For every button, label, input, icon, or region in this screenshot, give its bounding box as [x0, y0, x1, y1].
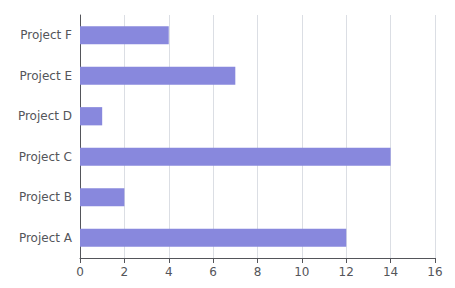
svg-text:Project B: Project B: [19, 190, 72, 204]
svg-text:0: 0: [76, 265, 84, 279]
svg-text:6: 6: [209, 265, 217, 279]
svg-text:10: 10: [294, 265, 309, 279]
svg-text:14: 14: [383, 265, 398, 279]
svg-text:Project A: Project A: [19, 231, 73, 245]
svg-text:16: 16: [427, 265, 442, 279]
svg-text:Project E: Project E: [20, 69, 72, 83]
svg-text:Project C: Project C: [19, 150, 72, 164]
svg-text:Project F: Project F: [20, 28, 72, 42]
svg-text:2: 2: [121, 265, 129, 279]
svg-text:4: 4: [165, 265, 173, 279]
svg-text:Project D: Project D: [18, 109, 72, 123]
svg-text:12: 12: [339, 265, 354, 279]
svg-text:8: 8: [254, 265, 262, 279]
